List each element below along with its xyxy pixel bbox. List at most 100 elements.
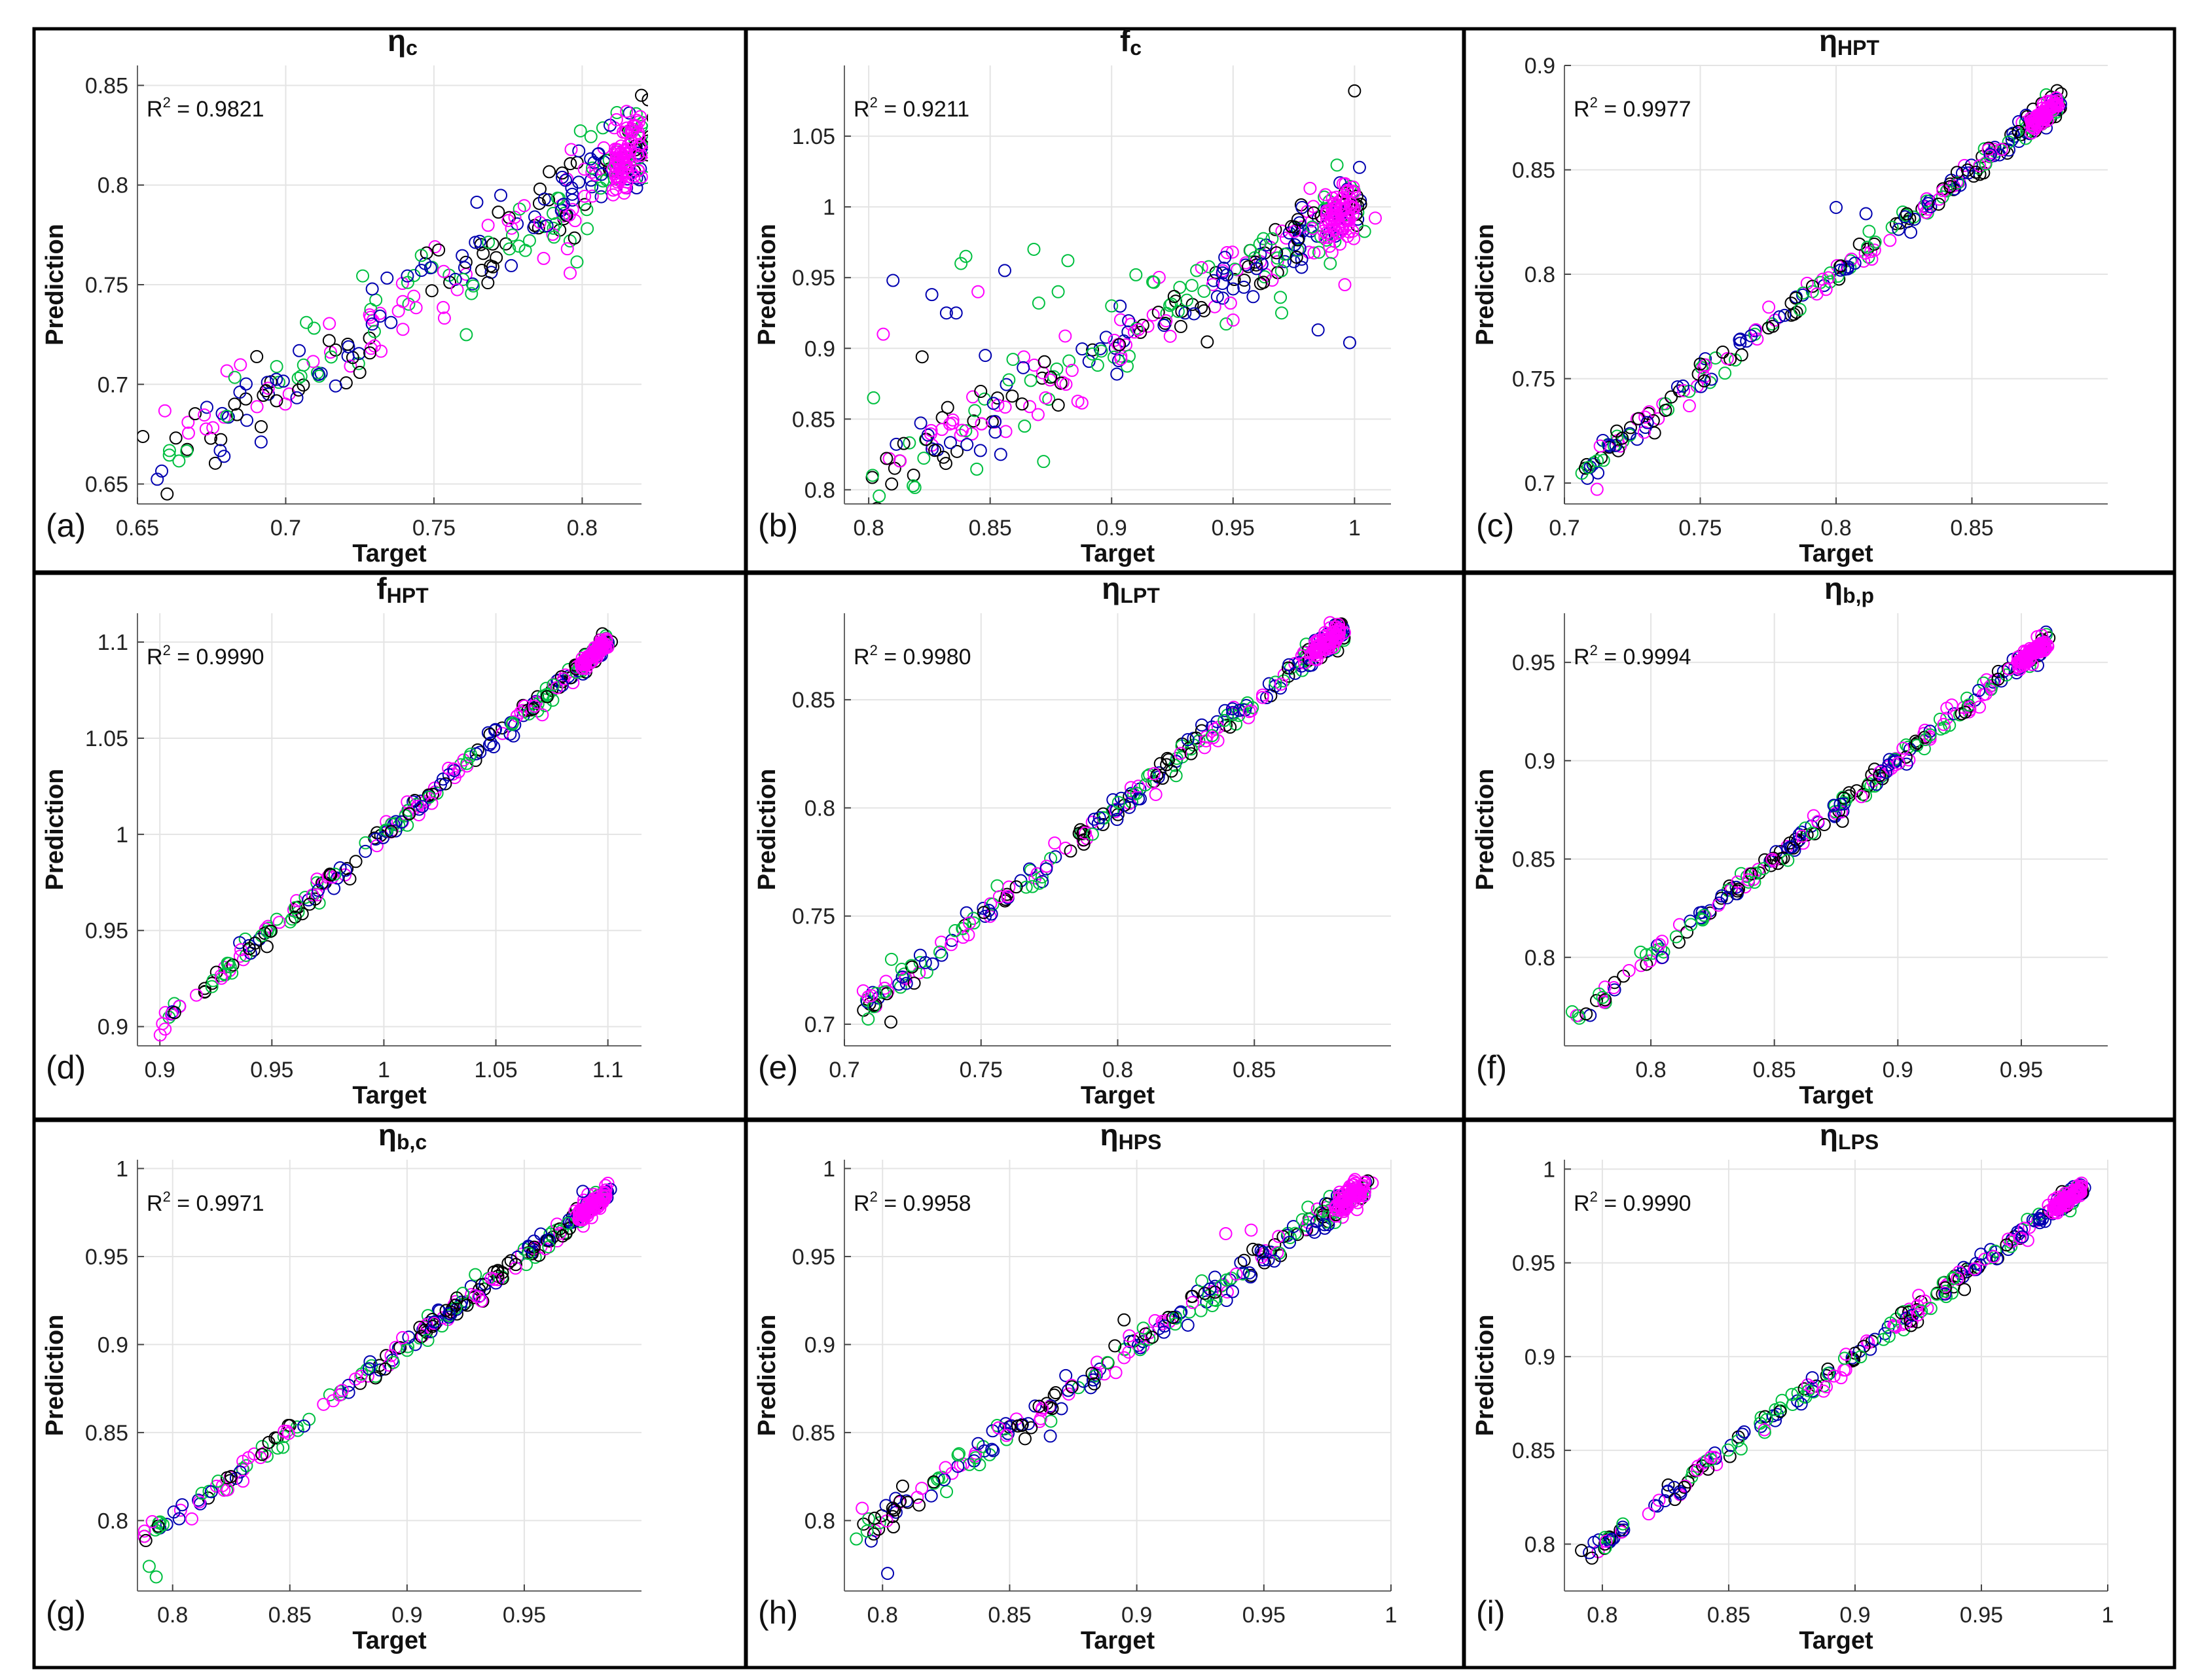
scatter-points [137, 1177, 617, 1584]
data-point [288, 901, 302, 914]
data-point [1690, 1463, 1704, 1477]
data-point [594, 168, 608, 181]
data-point [414, 264, 428, 277]
title-symbol: η [1102, 571, 1120, 605]
data-point [428, 240, 442, 254]
data-point [1973, 159, 1987, 173]
y-tick-label: 0.85 [1512, 848, 1555, 872]
x-tick-label: 0.8 [567, 516, 598, 541]
data-point [1039, 391, 1053, 404]
data-point [2033, 1216, 2047, 1230]
data-point [992, 890, 1006, 904]
r2-annotation: R2 = 0.9211 [854, 94, 969, 122]
data-point [1219, 1294, 1233, 1308]
data-point [547, 207, 560, 221]
data-point [1337, 202, 1351, 216]
data-point [192, 1495, 206, 1509]
data-point [240, 414, 254, 427]
data-point [971, 1437, 985, 1450]
data-point [973, 1458, 986, 1472]
data-point [362, 1362, 376, 1376]
data-point [1924, 1302, 1938, 1315]
chart-c: 0.7 0.75 0.8 0.85 0.7 0.75 0.8 0.85 0.9 ηHPT R2 = … [1471, 24, 2108, 567]
data-point [1062, 354, 1076, 368]
data-point [570, 255, 584, 269]
data-point [276, 374, 290, 388]
data-point [1187, 307, 1201, 321]
data-point [585, 180, 599, 194]
data-point [432, 243, 446, 257]
data-point [1338, 1197, 1352, 1211]
data-point [185, 1512, 199, 1526]
data-point [968, 404, 982, 418]
data-point [250, 349, 264, 363]
data-point [288, 910, 302, 924]
data-point [1308, 643, 1322, 657]
data-point [160, 1518, 173, 1531]
r2-prefix: R [1574, 97, 1590, 122]
data-point [220, 410, 234, 423]
data-point [886, 1510, 899, 1524]
data-point [359, 844, 372, 858]
outlier-point [1590, 482, 1604, 496]
y-tick-label: 0.9 [98, 1015, 128, 1040]
data-point [1194, 1304, 1208, 1317]
outlier-point [149, 1570, 163, 1584]
data-point [1764, 859, 1778, 872]
data-point [1011, 1419, 1025, 1433]
data-point [533, 215, 547, 229]
title-symbol: f [376, 571, 387, 605]
data-point [260, 940, 274, 954]
data-point [1596, 991, 1610, 1005]
data-point [137, 429, 150, 443]
data-point [1257, 276, 1271, 289]
data-point [2037, 643, 2051, 656]
data-point [1750, 332, 1764, 346]
outlier-point [886, 274, 900, 287]
data-point [259, 384, 273, 398]
data-point [1994, 143, 2008, 156]
data-point [1352, 160, 1366, 174]
y-tick-label: 0.8 [804, 796, 835, 821]
data-point [2032, 1211, 2046, 1225]
data-point [490, 251, 503, 264]
data-point [195, 1486, 209, 1500]
x-tick-label: 0.85 [1950, 516, 1993, 541]
data-point [1951, 1272, 1964, 1285]
data-point [970, 462, 984, 476]
data-point [300, 315, 314, 329]
data-point [1329, 190, 1343, 204]
data-point [1002, 373, 1016, 387]
data-point [945, 938, 958, 952]
x-tick-label: 1 [2102, 1603, 2114, 1628]
x-tick-label: 1 [1385, 1603, 1398, 1628]
x-tick-label: 0.75 [412, 516, 456, 541]
data-point [1237, 274, 1251, 287]
data-point [1860, 240, 1874, 254]
data-point [880, 987, 893, 1001]
data-point [402, 1331, 416, 1344]
data-point [573, 1204, 587, 1218]
y-axis-label: Prediction [753, 1315, 781, 1437]
data-point [1335, 1201, 1349, 1215]
data-point [907, 976, 921, 990]
outlier-point [1343, 336, 1356, 349]
data-point [1024, 374, 1038, 387]
r2-value: = 0.9990 [171, 645, 264, 670]
data-point [1877, 1332, 1890, 1346]
data-point [1865, 768, 1879, 782]
data-point [1921, 196, 1935, 210]
data-point [1092, 811, 1106, 825]
data-point [504, 1254, 518, 1268]
data-point [270, 912, 283, 926]
x-tick-label: 0.9 [1121, 1603, 1152, 1628]
data-point [537, 251, 550, 265]
data-point [631, 148, 645, 162]
data-point [1071, 395, 1085, 408]
data-point [611, 151, 624, 165]
data-point [2074, 1185, 2087, 1198]
data-point [1234, 1256, 1248, 1270]
data-point [878, 985, 892, 999]
data-point [1059, 378, 1073, 391]
y-tick-label: 0.95 [1512, 1251, 1555, 1276]
